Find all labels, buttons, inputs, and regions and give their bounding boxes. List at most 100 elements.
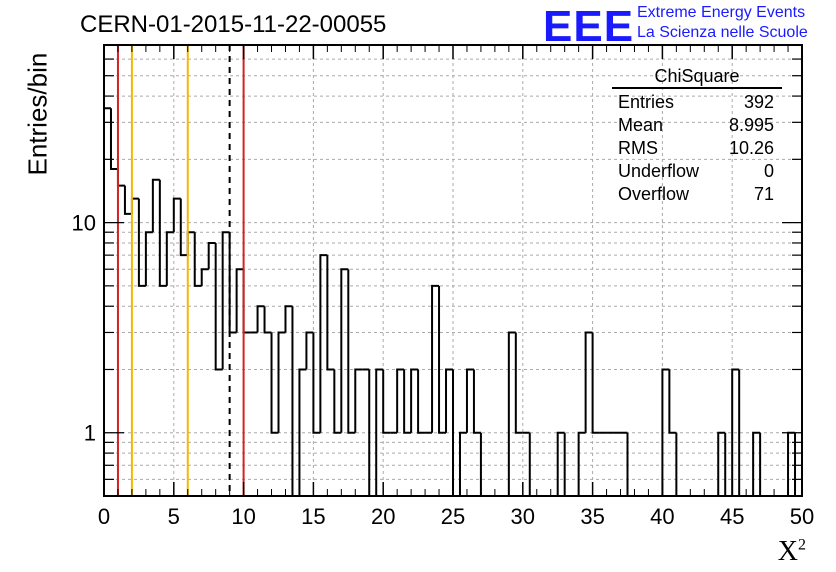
x-tick-label: 45 [720, 504, 744, 529]
histogram-bin [417, 369, 426, 434]
y-axis-label: Entries/bin [22, 52, 53, 176]
histogram-bin [151, 178, 160, 233]
histogram-bin [668, 369, 677, 434]
histogram-bin [340, 268, 349, 433]
x-axis-label: X2 [778, 536, 806, 568]
stats-row: Underflow 0 [612, 160, 782, 183]
histogram-bin [319, 254, 328, 433]
stats-label: Overflow [618, 184, 690, 204]
histogram-bin [277, 331, 286, 433]
histogram-bin [445, 368, 453, 433]
histogram-bin [458, 431, 467, 496]
histogram-bin [256, 305, 265, 333]
x-tick-label: 0 [98, 504, 110, 529]
histogram-bin [137, 198, 146, 287]
x-tick-label: 35 [580, 504, 604, 529]
logo-line-2: La Scienza nelle Scuole [637, 24, 808, 41]
x-tick-label: 40 [650, 504, 674, 529]
histogram-bin [284, 305, 293, 333]
histogram-bin [584, 331, 593, 433]
histogram-bin [186, 231, 195, 256]
histogram-bin [507, 331, 516, 496]
stats-box: ChiSquare Entries 392 Mean 8.995 RMS 10.26 … [612, 66, 782, 206]
histogram-bin [235, 268, 244, 333]
histogram-bin [661, 368, 670, 496]
histogram-bin [717, 431, 726, 496]
histogram-bin [403, 369, 412, 434]
histogram-bin [410, 368, 419, 433]
chart-title: CERN-01-2015-11-22-00055 [80, 11, 387, 38]
histogram-bin [333, 369, 342, 434]
histogram-bin [354, 368, 363, 433]
stats-value: 10.26 [728, 138, 774, 158]
histogram-bin [514, 332, 523, 434]
x-tick-label: 25 [441, 504, 465, 529]
histogram-bin [382, 369, 391, 434]
histogram-bin [326, 255, 335, 371]
histogram-bin [109, 108, 118, 170]
logo-line-1: Extreme Energy Events [637, 4, 806, 21]
stats-title: ChiSquare [612, 66, 782, 89]
stats-value: 71 [753, 184, 774, 204]
histogram-bin [347, 269, 356, 434]
histogram-bin [193, 232, 202, 287]
histogram-bin [263, 306, 272, 334]
histogram-series [103, 107, 802, 497]
histogram-bin [465, 368, 474, 433]
histogram-bin [472, 369, 481, 434]
histogram-bin [298, 368, 307, 496]
stats-label: Underflow [618, 161, 700, 181]
histogram-bin [207, 241, 216, 270]
x-axis-label-base: X [777, 536, 798, 567]
axis-ticks [103, 44, 803, 497]
histogram-bin [103, 107, 111, 496]
histogram-bin [556, 431, 565, 496]
histogram-bin [438, 285, 447, 434]
histogram-bin [312, 332, 321, 434]
histogram-bin [375, 368, 384, 496]
histogram-bin [752, 431, 761, 496]
histogram-bin [158, 179, 167, 287]
histogram-bin [123, 185, 132, 215]
histogram-bin [228, 232, 237, 334]
stats-value: 0 [763, 161, 774, 181]
histogram-bin [291, 306, 300, 497]
histogram-bin [179, 198, 188, 257]
eee-logo: EEE [543, 2, 635, 51]
histogram-bin [577, 431, 586, 496]
histogram-bin [305, 331, 314, 370]
histogram-bin [431, 284, 440, 433]
histogram-bin [396, 368, 405, 433]
x-tick-label: 5 [168, 504, 180, 529]
x-tick-label: 30 [511, 504, 535, 529]
histogram-bin [242, 269, 251, 334]
stats-label: Entries [618, 92, 675, 112]
stats-value: 8.995 [728, 115, 774, 135]
histogram-bin [165, 231, 174, 286]
stats-row: RMS 10.26 [612, 137, 782, 160]
threshold-lines [116, 45, 245, 496]
stats-label: RMS [618, 138, 658, 158]
x-tick-label: 50 [790, 504, 814, 529]
x-tick-label: 10 [231, 504, 255, 529]
histogram-bin [270, 332, 279, 434]
histogram-bin [116, 168, 125, 187]
y-tick-label: 1 [84, 421, 96, 446]
stats-value: 392 [743, 92, 774, 112]
x-axis-label-sup: 2 [798, 536, 806, 554]
stats-row: Mean 8.995 [612, 114, 782, 137]
stats-row: Entries 392 [612, 91, 782, 114]
stats-row: Overflow 71 [612, 183, 782, 206]
x-tick-label: 15 [301, 504, 325, 529]
histogram-bin [221, 231, 230, 370]
histogram-bin [200, 268, 209, 286]
histogram-bin [591, 332, 600, 434]
histogram-bin [214, 242, 223, 371]
x-tick-label: 20 [371, 504, 395, 529]
stats-label: Mean [618, 115, 664, 135]
tick-labels: 0 5 10 15 20 25 30 35 40 45 50 1 10 [72, 211, 815, 529]
histogram-bin [731, 368, 740, 496]
histogram-bin [130, 197, 139, 214]
y-tick-label: 10 [72, 211, 96, 236]
